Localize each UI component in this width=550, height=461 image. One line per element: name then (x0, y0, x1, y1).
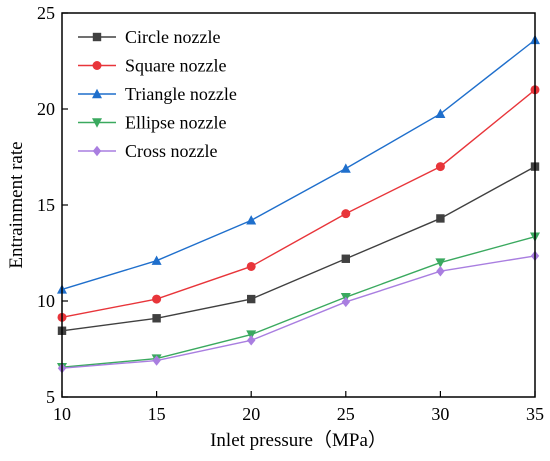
y-tick-label: 5 (46, 387, 55, 407)
x-tick-label: 10 (53, 404, 71, 424)
y-axis-ticks: 5 10 15 20 25 (37, 3, 68, 407)
legend-marker (92, 145, 102, 157)
data-point (436, 266, 445, 277)
series-line-2 (61, 39, 536, 291)
data-point (151, 255, 162, 265)
x-tick-label: 35 (526, 404, 544, 424)
legend: Circle nozzle Square nozzle Triangle nozzl… (78, 27, 237, 161)
data-point (247, 335, 256, 346)
data-point (435, 162, 445, 172)
x-tick-label: 15 (148, 404, 166, 424)
data-point (341, 254, 350, 263)
legend-label: Triangle nozzle (125, 84, 237, 104)
data-point (435, 258, 446, 268)
x-axis-ticks: 10 15 20 25 30 35 (53, 391, 544, 424)
data-point (341, 209, 351, 219)
data-point (152, 294, 162, 304)
y-axis-label: Entrainment rate (6, 141, 27, 268)
legend-label: Square nozzle (125, 56, 226, 76)
series-lines (61, 39, 536, 369)
data-point (246, 261, 256, 271)
legend-entry: Circle nozzle (78, 27, 220, 47)
legend-entry: Square nozzle (78, 56, 226, 76)
x-tick-label: 20 (242, 404, 260, 424)
legend-label: Circle nozzle (125, 27, 220, 47)
data-point (247, 294, 256, 304)
series-line-3 (61, 236, 536, 368)
data-point (436, 214, 445, 223)
y-tick-label: 20 (37, 99, 55, 119)
x-tick-label: 25 (337, 404, 355, 424)
data-point (435, 108, 446, 118)
legend-entry: Ellipse nozzle (78, 113, 226, 133)
data-point (340, 163, 351, 173)
legend-marker (92, 32, 102, 42)
series-line-0 (61, 165, 536, 332)
legend-entry: Triangle nozzle (78, 84, 237, 104)
y-tick-label: 10 (37, 291, 55, 311)
x-tick-label: 30 (431, 404, 449, 424)
legend-label: Cross nozzle (125, 141, 217, 161)
data-point (341, 296, 350, 308)
x-axis-label: Inlet pressure（MPa） (210, 429, 387, 451)
data-point (152, 314, 161, 323)
y-tick-label: 25 (37, 3, 55, 23)
legend-marker (92, 88, 102, 99)
series-line-4 (61, 255, 536, 369)
series-line-1 (61, 89, 536, 319)
data-point (152, 355, 161, 366)
y-tick-label: 15 (37, 195, 55, 215)
legend-marker (92, 61, 102, 70)
legend-entry: Cross nozzle (78, 141, 217, 161)
legend-label: Ellipse nozzle (125, 113, 226, 133)
data-point (246, 330, 257, 340)
data-point (246, 215, 257, 225)
legend-marker (92, 118, 102, 128)
